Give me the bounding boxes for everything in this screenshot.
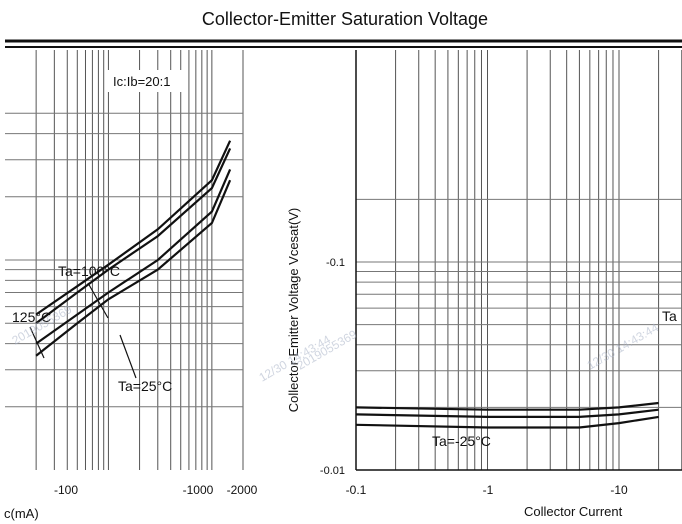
label-ta-25: Ta=-25°C xyxy=(432,433,491,449)
left-xlabel: c(mA) xyxy=(4,506,39,521)
label-ta100: Ta=100°C xyxy=(58,263,120,279)
left-plot: Ic:Ib=20:1 Ta=100°C 125°C Ta=25°C -100 -… xyxy=(4,50,258,521)
right-ylabel: Collector-Emitter Voltage Vcesat(V) xyxy=(286,208,301,412)
label-ta-right: Ta xyxy=(662,308,677,324)
right-xtick-0: -0.1 xyxy=(346,483,367,497)
ratio-annotation: Ic:Ib=20:1 xyxy=(113,74,170,89)
label-125: 125°C xyxy=(12,309,51,325)
watermark-text-3: 12/30 14:43:44 xyxy=(585,320,662,372)
right-series-line xyxy=(355,401,659,411)
left-series-line xyxy=(35,140,232,316)
label-ta25-leader xyxy=(119,334,137,379)
left-xtick-2: -2000 xyxy=(227,483,258,497)
right-xtick-1: -1 xyxy=(483,483,494,497)
right-series-line xyxy=(355,415,659,429)
ratio-box xyxy=(105,70,183,92)
label-ta25: Ta=25°C xyxy=(118,378,172,394)
left-xtick-0: -100 xyxy=(54,483,78,497)
right-xtick-2: -10 xyxy=(610,483,628,497)
left-series-line xyxy=(35,147,232,325)
right-series-line xyxy=(355,408,659,418)
right-plot: Collector-Emitter Voltage Vcesat(V) -0.1… xyxy=(286,50,682,519)
left-xtick-1: -1000 xyxy=(183,483,214,497)
chart-title: Collector-Emitter Saturation Voltage xyxy=(202,9,488,29)
left-series-line xyxy=(35,168,232,345)
label-ta100-leader xyxy=(87,282,109,319)
left-series-line xyxy=(35,179,232,357)
right-ytick-1: -0.01 xyxy=(320,465,345,477)
right-ytick-0: -0.1 xyxy=(326,257,345,269)
right-xlabel: Collector Current xyxy=(524,504,623,519)
label-125-leader xyxy=(29,326,45,359)
